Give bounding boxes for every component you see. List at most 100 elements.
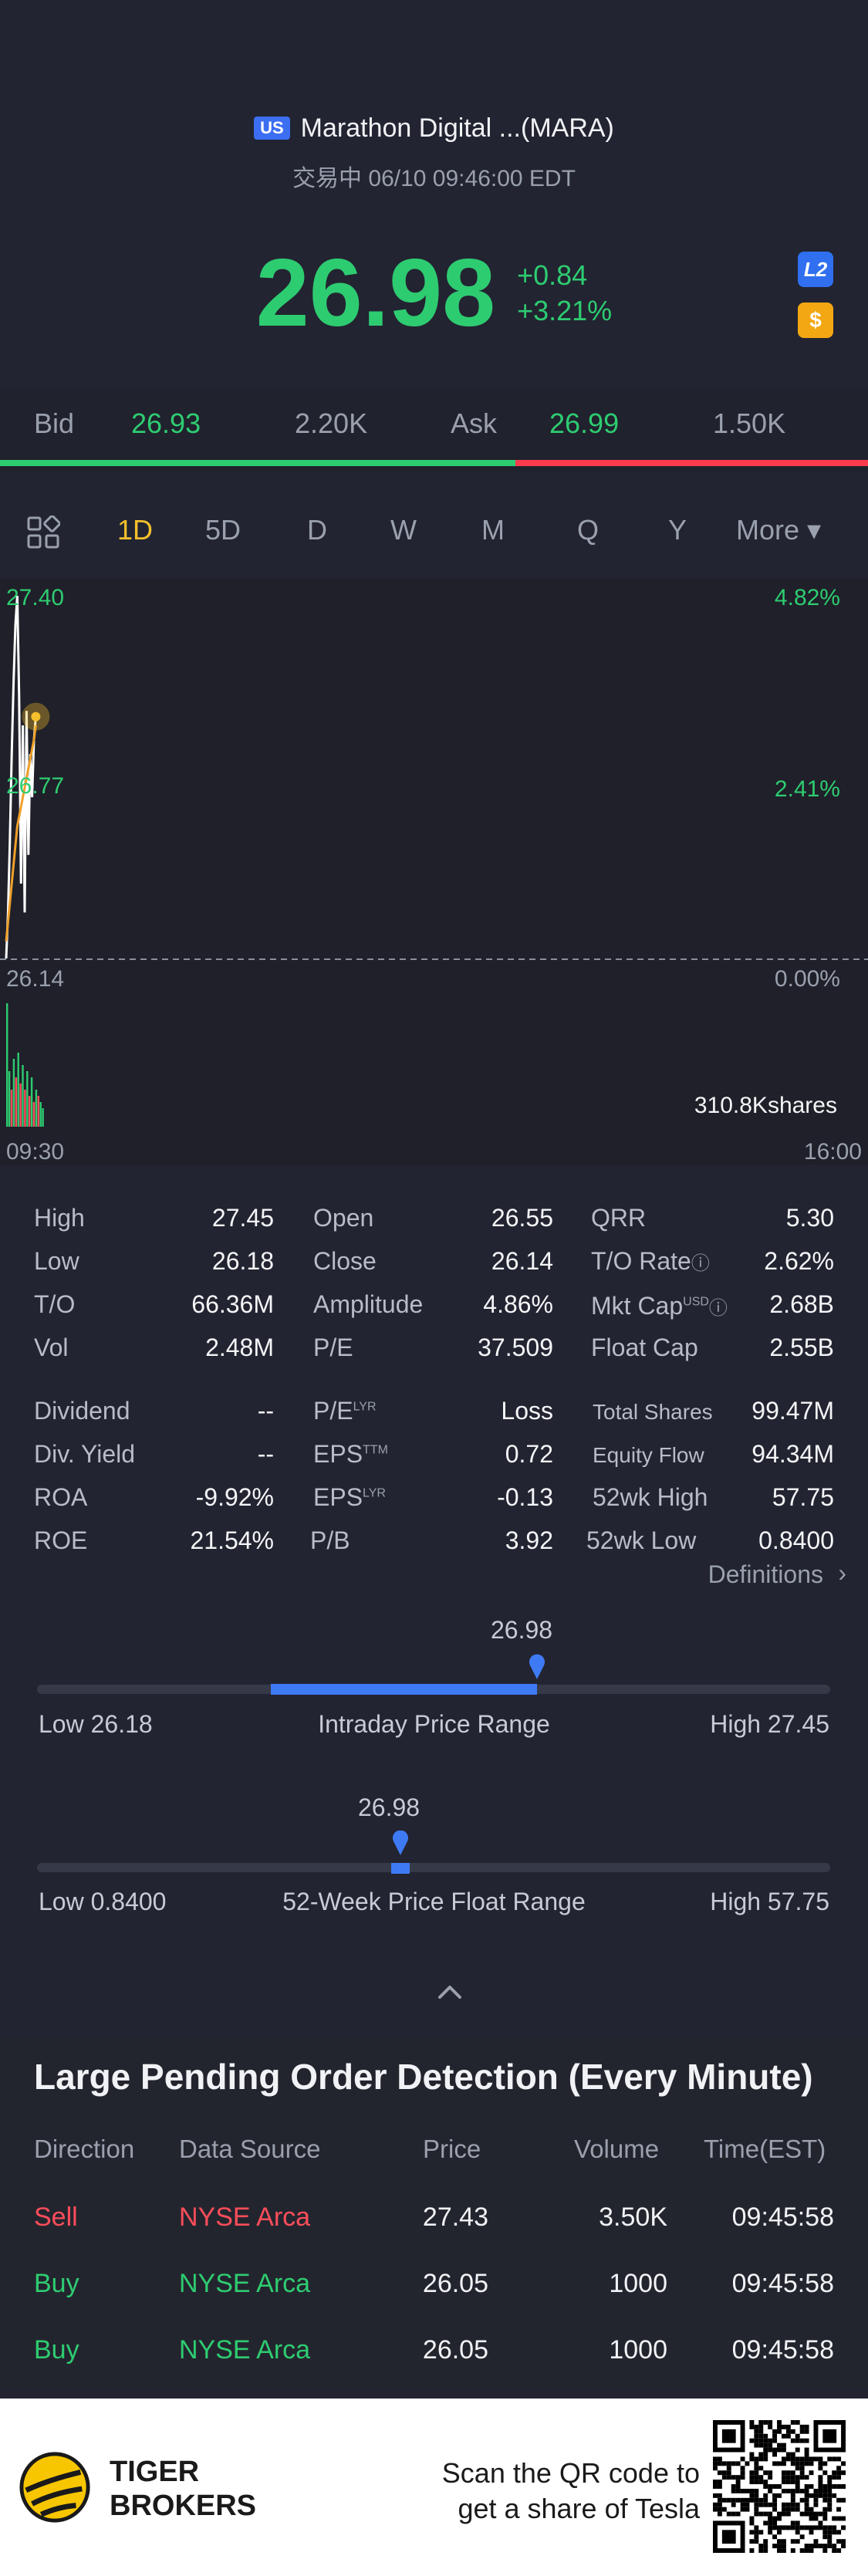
qr-module — [749, 2516, 755, 2521]
qr-module — [745, 2461, 750, 2466]
qr-module — [721, 2470, 727, 2476]
mkt-cap-unit: USD — [683, 1295, 709, 1309]
stat-pb-label: P/B — [310, 1526, 350, 1554]
qr-module — [785, 2525, 791, 2530]
qr-module — [781, 2525, 786, 2530]
tab-d[interactable]: D — [307, 514, 327, 546]
eps-ttm-sup: TTM — [363, 1443, 388, 1457]
qr-module — [749, 2539, 755, 2544]
qr-module — [836, 2456, 842, 2462]
qr-module — [822, 2511, 828, 2517]
qr-module — [754, 2438, 759, 2443]
qr-module — [809, 2484, 814, 2489]
qr-module — [832, 2493, 837, 2498]
qr-module — [781, 2461, 786, 2466]
stat-roe-value: 21.54% — [190, 1526, 274, 1554]
qr-module — [749, 2438, 755, 2443]
tab-more[interactable]: More ▾ — [736, 514, 822, 546]
stock-title-row[interactable]: US Marathon Digital ...(MARA) — [0, 110, 868, 147]
level2-icon[interactable]: L2 — [798, 252, 833, 287]
qr-module — [781, 2548, 786, 2553]
dollar-icon[interactable]: $ — [798, 303, 833, 338]
qr-module — [799, 2525, 805, 2530]
qr-module — [818, 2544, 823, 2549]
qr-module — [735, 2511, 741, 2517]
qr-module — [768, 2420, 773, 2425]
stat-pe-lyr-label: P/ELYR — [313, 1397, 377, 1425]
qr-module — [749, 2497, 755, 2503]
tab-y[interactable]: Y — [668, 514, 687, 546]
definitions-link[interactable]: Definitions — [708, 1560, 823, 1588]
ask-label: Ask — [451, 407, 498, 439]
stat-eps-ttm-label: EPSTTM — [313, 1440, 388, 1469]
order-direction: Buy — [34, 2335, 79, 2365]
qr-module — [763, 2442, 768, 2448]
qr-module — [735, 2475, 741, 2480]
col-price: Price — [423, 2135, 481, 2163]
qr-module — [717, 2493, 722, 2498]
qr-module — [809, 2544, 814, 2549]
qr-module — [735, 2488, 741, 2493]
qr-module — [785, 2452, 791, 2457]
stat-div-yield-value: -- — [257, 1440, 274, 1468]
qr-module — [768, 2511, 773, 2517]
qr-module — [735, 2497, 741, 2503]
info-icon[interactable]: ⓘ — [708, 1298, 728, 1319]
qr-module — [790, 2461, 795, 2466]
intraday-chart[interactable] — [0, 579, 868, 1165]
grid-icon[interactable] — [26, 515, 61, 553]
info-icon[interactable]: ⓘ — [691, 1253, 710, 1274]
qr-module — [735, 2480, 741, 2485]
chart-pct-mid: 2.41% — [774, 776, 840, 802]
intraday-low: Low 26.18 — [39, 1710, 153, 1738]
qr-module — [813, 2544, 819, 2549]
qr-module — [827, 2475, 833, 2480]
qr-module — [790, 2507, 795, 2512]
tab-5d[interactable]: 5D — [205, 514, 241, 546]
qr-module — [758, 2502, 764, 2507]
qr-module — [827, 2456, 833, 2462]
qr-module — [731, 2475, 736, 2480]
qr-module — [836, 2530, 842, 2535]
tab-m[interactable]: M — [481, 514, 505, 546]
qr-module — [763, 2484, 768, 2489]
qr-module — [717, 2480, 722, 2485]
qr-module — [713, 2466, 718, 2471]
chevron-up-icon[interactable] — [434, 1982, 466, 2002]
orders-title: Large Pending Order Detection (Every Min… — [34, 2057, 813, 2097]
qr-module — [836, 2470, 842, 2476]
qr-module — [749, 2424, 755, 2429]
tab-1d[interactable]: 1D — [117, 514, 154, 546]
qr-module — [754, 2442, 759, 2448]
stat-total-shares-label: Total Shares — [593, 1400, 713, 1424]
qr-code[interactable] — [713, 2420, 846, 2553]
chart-area[interactable] — [0, 579, 868, 1165]
qr-module — [726, 2497, 731, 2503]
tab-w[interactable]: W — [390, 514, 417, 546]
week52-high: High 57.75 — [710, 1888, 829, 1915]
stat-roa-label: ROA — [34, 1483, 88, 1511]
chevron-right-icon[interactable]: › — [838, 1559, 846, 1587]
qr-module — [749, 2475, 755, 2480]
qr-module — [804, 2452, 809, 2457]
volume-bar — [42, 1108, 44, 1127]
qr-module — [772, 2497, 778, 2503]
qr-module — [790, 2493, 795, 2498]
qr-module — [777, 2525, 782, 2530]
large-order-section — [0, 2037, 868, 2388]
trading-status: 交易中 06/10 09:46:00 EDT — [292, 166, 576, 191]
tab-q[interactable]: Q — [577, 514, 599, 546]
qr-module — [822, 2544, 828, 2549]
stat-high-value: 27.45 — [211, 1204, 274, 1232]
eps-ttm-text: EPS — [313, 1440, 363, 1468]
qr-module — [832, 2475, 837, 2480]
qr-module — [740, 2470, 745, 2476]
tiger-logo-icon — [19, 2452, 90, 2523]
qr-module — [790, 2548, 795, 2553]
qr-module — [790, 2452, 795, 2457]
qr-module — [841, 2539, 846, 2544]
qr-module — [717, 2511, 722, 2517]
qr-module — [781, 2470, 786, 2476]
qr-module — [721, 2475, 727, 2480]
average-price-line — [5, 725, 37, 941]
